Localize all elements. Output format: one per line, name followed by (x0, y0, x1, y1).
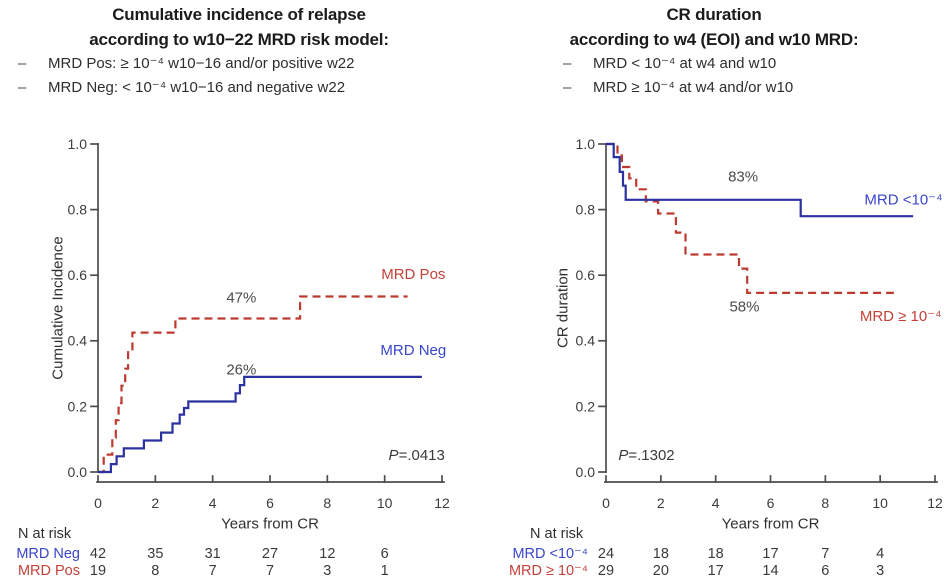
annotation: P=.0413 (389, 447, 445, 464)
right-bullet-mrd-lt: – MRD < 10⁻⁴ at w4 and w10 (478, 52, 950, 76)
risk-count: 7 (266, 563, 274, 579)
x-tick-label: 6 (767, 495, 775, 511)
right-chart-title-line1: CR duration (666, 5, 762, 24)
bullet-text: MRD < 10⁻⁴ at w4 and w10 (593, 55, 777, 72)
risk-row-label: MRD <10⁻⁴ (512, 546, 588, 562)
series-curve-red (606, 142, 894, 294)
x-tick-label: 8 (821, 495, 829, 511)
risk-count: 14 (762, 563, 778, 579)
annotation: 58% (729, 298, 759, 315)
left-panel-header: Cumulative incidence of relapse accordin… (0, 2, 478, 100)
x-tick-label: 0 (94, 495, 102, 511)
y-tick-label: 0.2 (68, 398, 88, 414)
right-bullet-mrd-ge: – MRD ≥ 10⁻⁴ at w4 and/or w10 (478, 76, 950, 100)
bullet-text: MRD ≥ 10⁻⁴ at w4 and/or w10 (593, 79, 794, 96)
left-bullet-mrd-neg: – MRD Neg: < 10⁻⁴ w10−16 and negative w2… (0, 76, 478, 100)
risk-count: 29 (598, 563, 614, 579)
risk-count: 1 (381, 563, 389, 579)
risk-row-label: MRD ≥ 10⁻⁴ (509, 563, 588, 579)
bullet-dash: – (18, 79, 27, 96)
series-curve-red (98, 295, 408, 474)
x-tick-label: 8 (323, 495, 331, 511)
risk-row-label: MRD Pos (18, 563, 80, 579)
risk-count: 4 (876, 546, 884, 562)
y-axis-title: CR duration (554, 268, 571, 348)
y-tick-label: 0.0 (68, 464, 88, 480)
y-tick-label: 0.2 (576, 398, 596, 414)
risk-count: 17 (762, 546, 778, 562)
risk-count: 3 (323, 563, 331, 579)
risk-count: 20 (653, 563, 669, 579)
annotation: MRD ≥ 10⁻⁴ (860, 308, 942, 325)
x-tick-label: 6 (266, 495, 274, 511)
y-tick-label: 0.4 (68, 333, 88, 349)
risk-count: 19 (90, 563, 106, 579)
annotation: 47% (226, 289, 256, 306)
risk-count: 42 (90, 546, 106, 562)
bullet-dash: – (563, 79, 572, 96)
risk-count: 27 (262, 546, 278, 562)
x-tick-label: 0 (602, 495, 610, 511)
risk-count: 7 (209, 563, 217, 579)
annotation: 26% (226, 361, 256, 378)
x-axis-title: Years from CR (221, 515, 319, 532)
risk-count: 24 (598, 546, 614, 562)
left-chart-title-line1: Cumulative incidence of relapse (112, 5, 366, 24)
x-axis-title: Years from CR (722, 515, 820, 532)
annotation: MRD <10⁻⁴ (864, 191, 942, 208)
risk-count: 31 (205, 546, 221, 562)
x-tick-label: 12 (927, 495, 943, 511)
x-tick-label: 10 (872, 495, 888, 511)
left-chart-title-line2: according to w10−22 MRD risk model: (89, 30, 389, 49)
y-tick-label: 0.0 (576, 464, 596, 480)
bullet-text: MRD Neg: < 10⁻⁴ w10−16 and negative w22 (48, 79, 346, 96)
risk-count: 35 (147, 546, 163, 562)
risk-count: 17 (708, 563, 724, 579)
risk-count: 3 (876, 563, 884, 579)
x-tick-label: 12 (434, 495, 450, 511)
risk-row-label: MRD Neg (16, 546, 80, 562)
risk-count: 18 (708, 546, 724, 562)
risk-count: 18 (653, 546, 669, 562)
right-panel-header: CR duration according to w4 (EOI) and w1… (478, 2, 950, 100)
risk-count: 6 (821, 563, 829, 579)
annotation: 83% (728, 168, 758, 185)
series-curve-blue (606, 142, 914, 218)
risk-count: 12 (319, 546, 335, 562)
x-tick-label: 4 (209, 495, 217, 511)
y-tick-label: 0.8 (68, 202, 88, 218)
risk-count: 6 (381, 546, 389, 562)
y-tick-label: 1.0 (68, 136, 88, 152)
annotation: P=.1302 (618, 447, 674, 464)
y-tick-label: 0.6 (68, 267, 88, 283)
x-tick-label: 2 (151, 495, 159, 511)
y-tick-label: 0.8 (576, 202, 596, 218)
n-at-risk-header: N at risk (18, 526, 72, 542)
bullet-text: MRD Pos: ≥ 10⁻⁴ w10−16 and/or positive w… (48, 55, 355, 72)
bullet-dash: – (563, 55, 572, 72)
n-at-risk-header: N at risk (530, 526, 584, 542)
y-tick-label: 0.4 (576, 333, 596, 349)
annotation: MRD Pos (381, 266, 445, 283)
x-tick-label: 2 (657, 495, 665, 511)
right-chart-title-line2: according to w4 (EOI) and w10 MRD: (569, 30, 859, 49)
y-axis-title: Cumulative Incidence (49, 236, 66, 379)
bullet-dash: – (18, 55, 27, 72)
y-tick-label: 0.6 (576, 267, 596, 283)
annotation: MRD Neg (380, 342, 446, 359)
risk-count: 8 (151, 563, 159, 579)
risk-count: 7 (821, 546, 829, 562)
x-tick-label: 10 (377, 495, 393, 511)
series-curve-blue (98, 375, 422, 474)
x-tick-label: 4 (712, 495, 720, 511)
left-bullet-mrd-pos: – MRD Pos: ≥ 10⁻⁴ w10−16 and/or positive… (0, 52, 478, 76)
y-tick-label: 1.0 (576, 136, 596, 152)
